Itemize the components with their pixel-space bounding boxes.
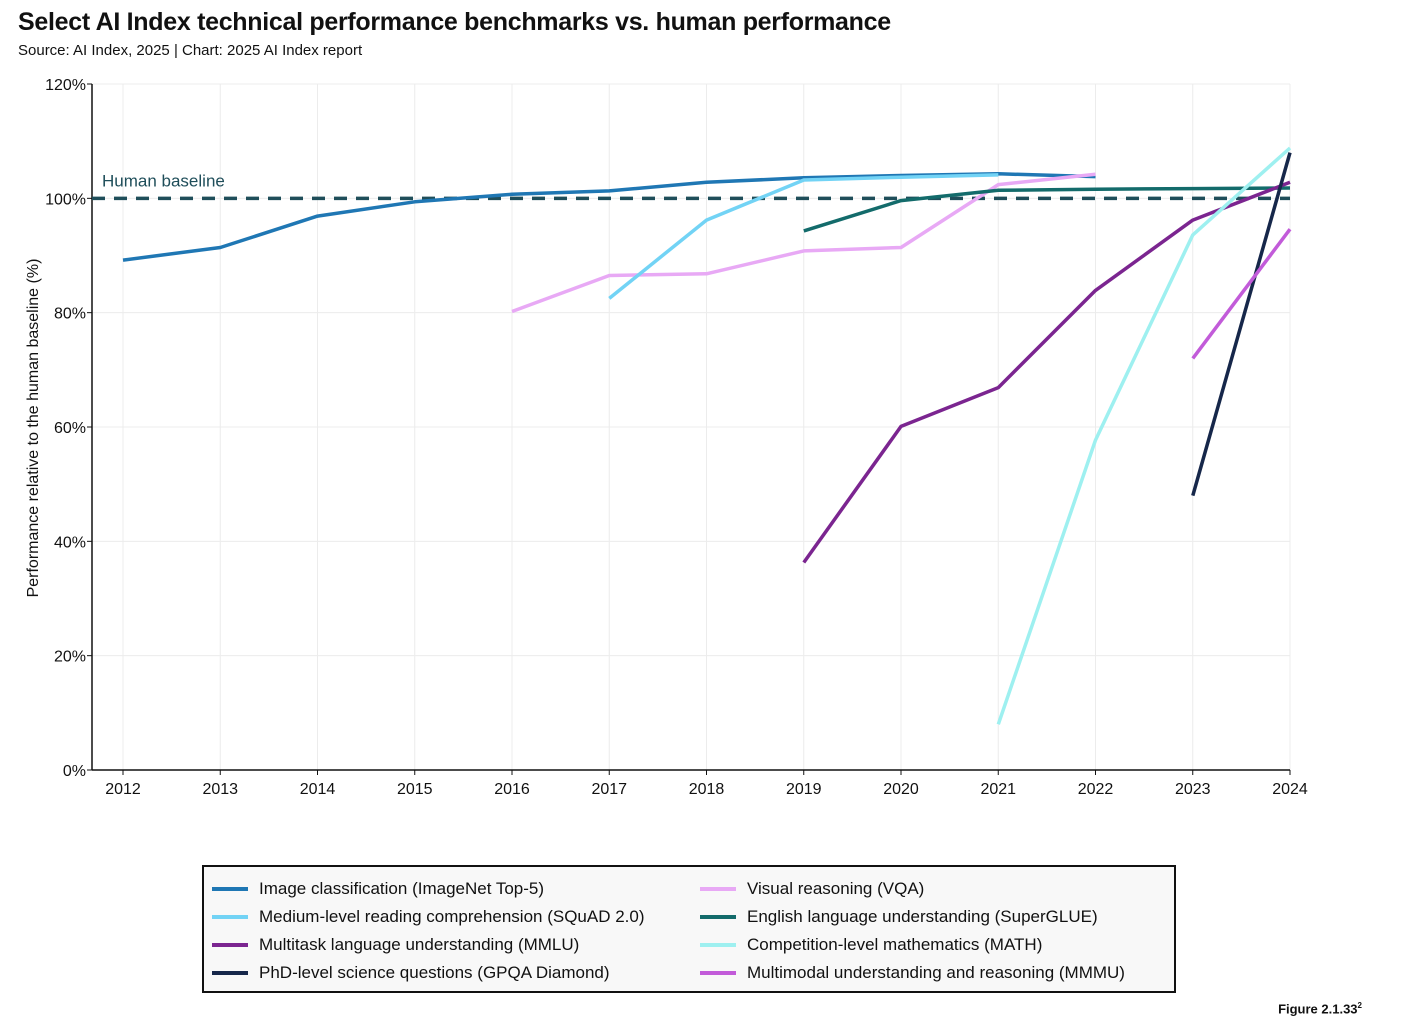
y-tick-label: 0% <box>63 763 86 780</box>
legend-swatch <box>700 971 736 975</box>
chart-legend: Image classification (ImageNet Top-5) Vis… <box>202 865 1176 993</box>
chart-title: Select AI Index technical performance be… <box>18 8 891 36</box>
legend-swatch <box>700 915 736 919</box>
x-tick-label: 2013 <box>202 781 238 798</box>
legend-label: Visual reasoning (VQA) <box>747 879 925 898</box>
legend-item: Competition-level mathematics (MATH) <box>700 931 1180 959</box>
legend-label: Multimodal understanding and reasoning (… <box>747 963 1125 982</box>
legend-label: Medium-level reading comprehension (SQuA… <box>259 907 645 926</box>
series-line-5 <box>996 146 1292 725</box>
legend-item: Medium-level reading comprehension (SQuA… <box>212 903 700 931</box>
y-tick-label: 40% <box>54 534 86 551</box>
legend-grid: Image classification (ImageNet Top-5) Vis… <box>204 867 1174 987</box>
series-line-6 <box>1191 152 1292 497</box>
figure-label: Figure 2.1.332 <box>1278 1001 1362 1016</box>
series-line-1 <box>511 172 1096 314</box>
x-tick-label: 2022 <box>1078 781 1114 798</box>
x-tick-label: 2024 <box>1272 781 1308 798</box>
legend-item: Visual reasoning (VQA) <box>700 875 1180 903</box>
legend-swatch <box>212 915 248 919</box>
legend-item: English language understanding (SuperGLU… <box>700 903 1180 931</box>
x-tick-label: 2012 <box>105 781 141 798</box>
y-tick-label: 120% <box>45 77 86 94</box>
legend-item: Multitask language understanding (MMLU) <box>212 931 700 959</box>
legend-swatch <box>212 943 248 947</box>
human-baseline: Human baseline <box>92 171 1290 201</box>
grid-lines <box>92 83 1291 771</box>
y-tick-label: 100% <box>45 191 86 208</box>
x-tick-label: 2017 <box>591 781 627 798</box>
legend-item: PhD-level science questions (GPQA Diamon… <box>212 959 700 987</box>
x-tick-label: 2016 <box>494 781 530 798</box>
legend-swatch <box>700 887 736 891</box>
chart-subtitle: Source: AI Index, 2025 | Chart: 2025 AI … <box>18 42 363 59</box>
legend-swatch <box>212 887 248 891</box>
x-tick-label: 2019 <box>786 781 822 798</box>
legend-label: Image classification (ImageNet Top-5) <box>259 879 545 898</box>
x-tick-label: 2020 <box>883 781 919 798</box>
series-line-7 <box>1191 228 1292 360</box>
series-lines <box>122 146 1292 725</box>
human-baseline-label: Human baseline <box>102 171 225 190</box>
legend-swatch <box>700 943 736 947</box>
figure-footnote: 2 <box>1357 1001 1362 1010</box>
x-tick-label: 2018 <box>689 781 725 798</box>
series-line-3 <box>803 186 1291 233</box>
y-axis-label: Performance relative to the human baseli… <box>25 259 42 598</box>
y-tick-label: 20% <box>54 649 86 666</box>
y-tick-label: 80% <box>54 306 86 323</box>
legend-label: PhD-level science questions (GPQA Diamon… <box>259 963 610 982</box>
series-line-4 <box>802 180 1291 564</box>
legend-swatch <box>212 971 248 975</box>
x-tick-label: 2021 <box>980 781 1016 798</box>
x-tick-label: 2023 <box>1175 781 1211 798</box>
figure-number: Figure 2.1.33 <box>1278 1001 1358 1017</box>
legend-item: Image classification (ImageNet Top-5) <box>212 875 700 903</box>
line-chart: 2012 2013 2014 2015 2016 2017 2018 2019 2020 2021… <box>25 77 1308 798</box>
legend-label: English language understanding (SuperGLU… <box>747 907 1098 926</box>
axes: 2012 2013 2014 2015 2016 2017 2018 2019 2020 2021… <box>45 77 1308 798</box>
legend-label: Competition-level mathematics (MATH) <box>747 935 1043 954</box>
series-line-2 <box>608 173 999 300</box>
legend-item: Multimodal understanding and reasoning (… <box>700 959 1180 987</box>
x-tick-label: 2015 <box>397 781 433 798</box>
y-tick-label: 60% <box>54 420 86 437</box>
x-tick-label: 2014 <box>300 781 336 798</box>
legend-label: Multitask language understanding (MMLU) <box>259 935 580 954</box>
